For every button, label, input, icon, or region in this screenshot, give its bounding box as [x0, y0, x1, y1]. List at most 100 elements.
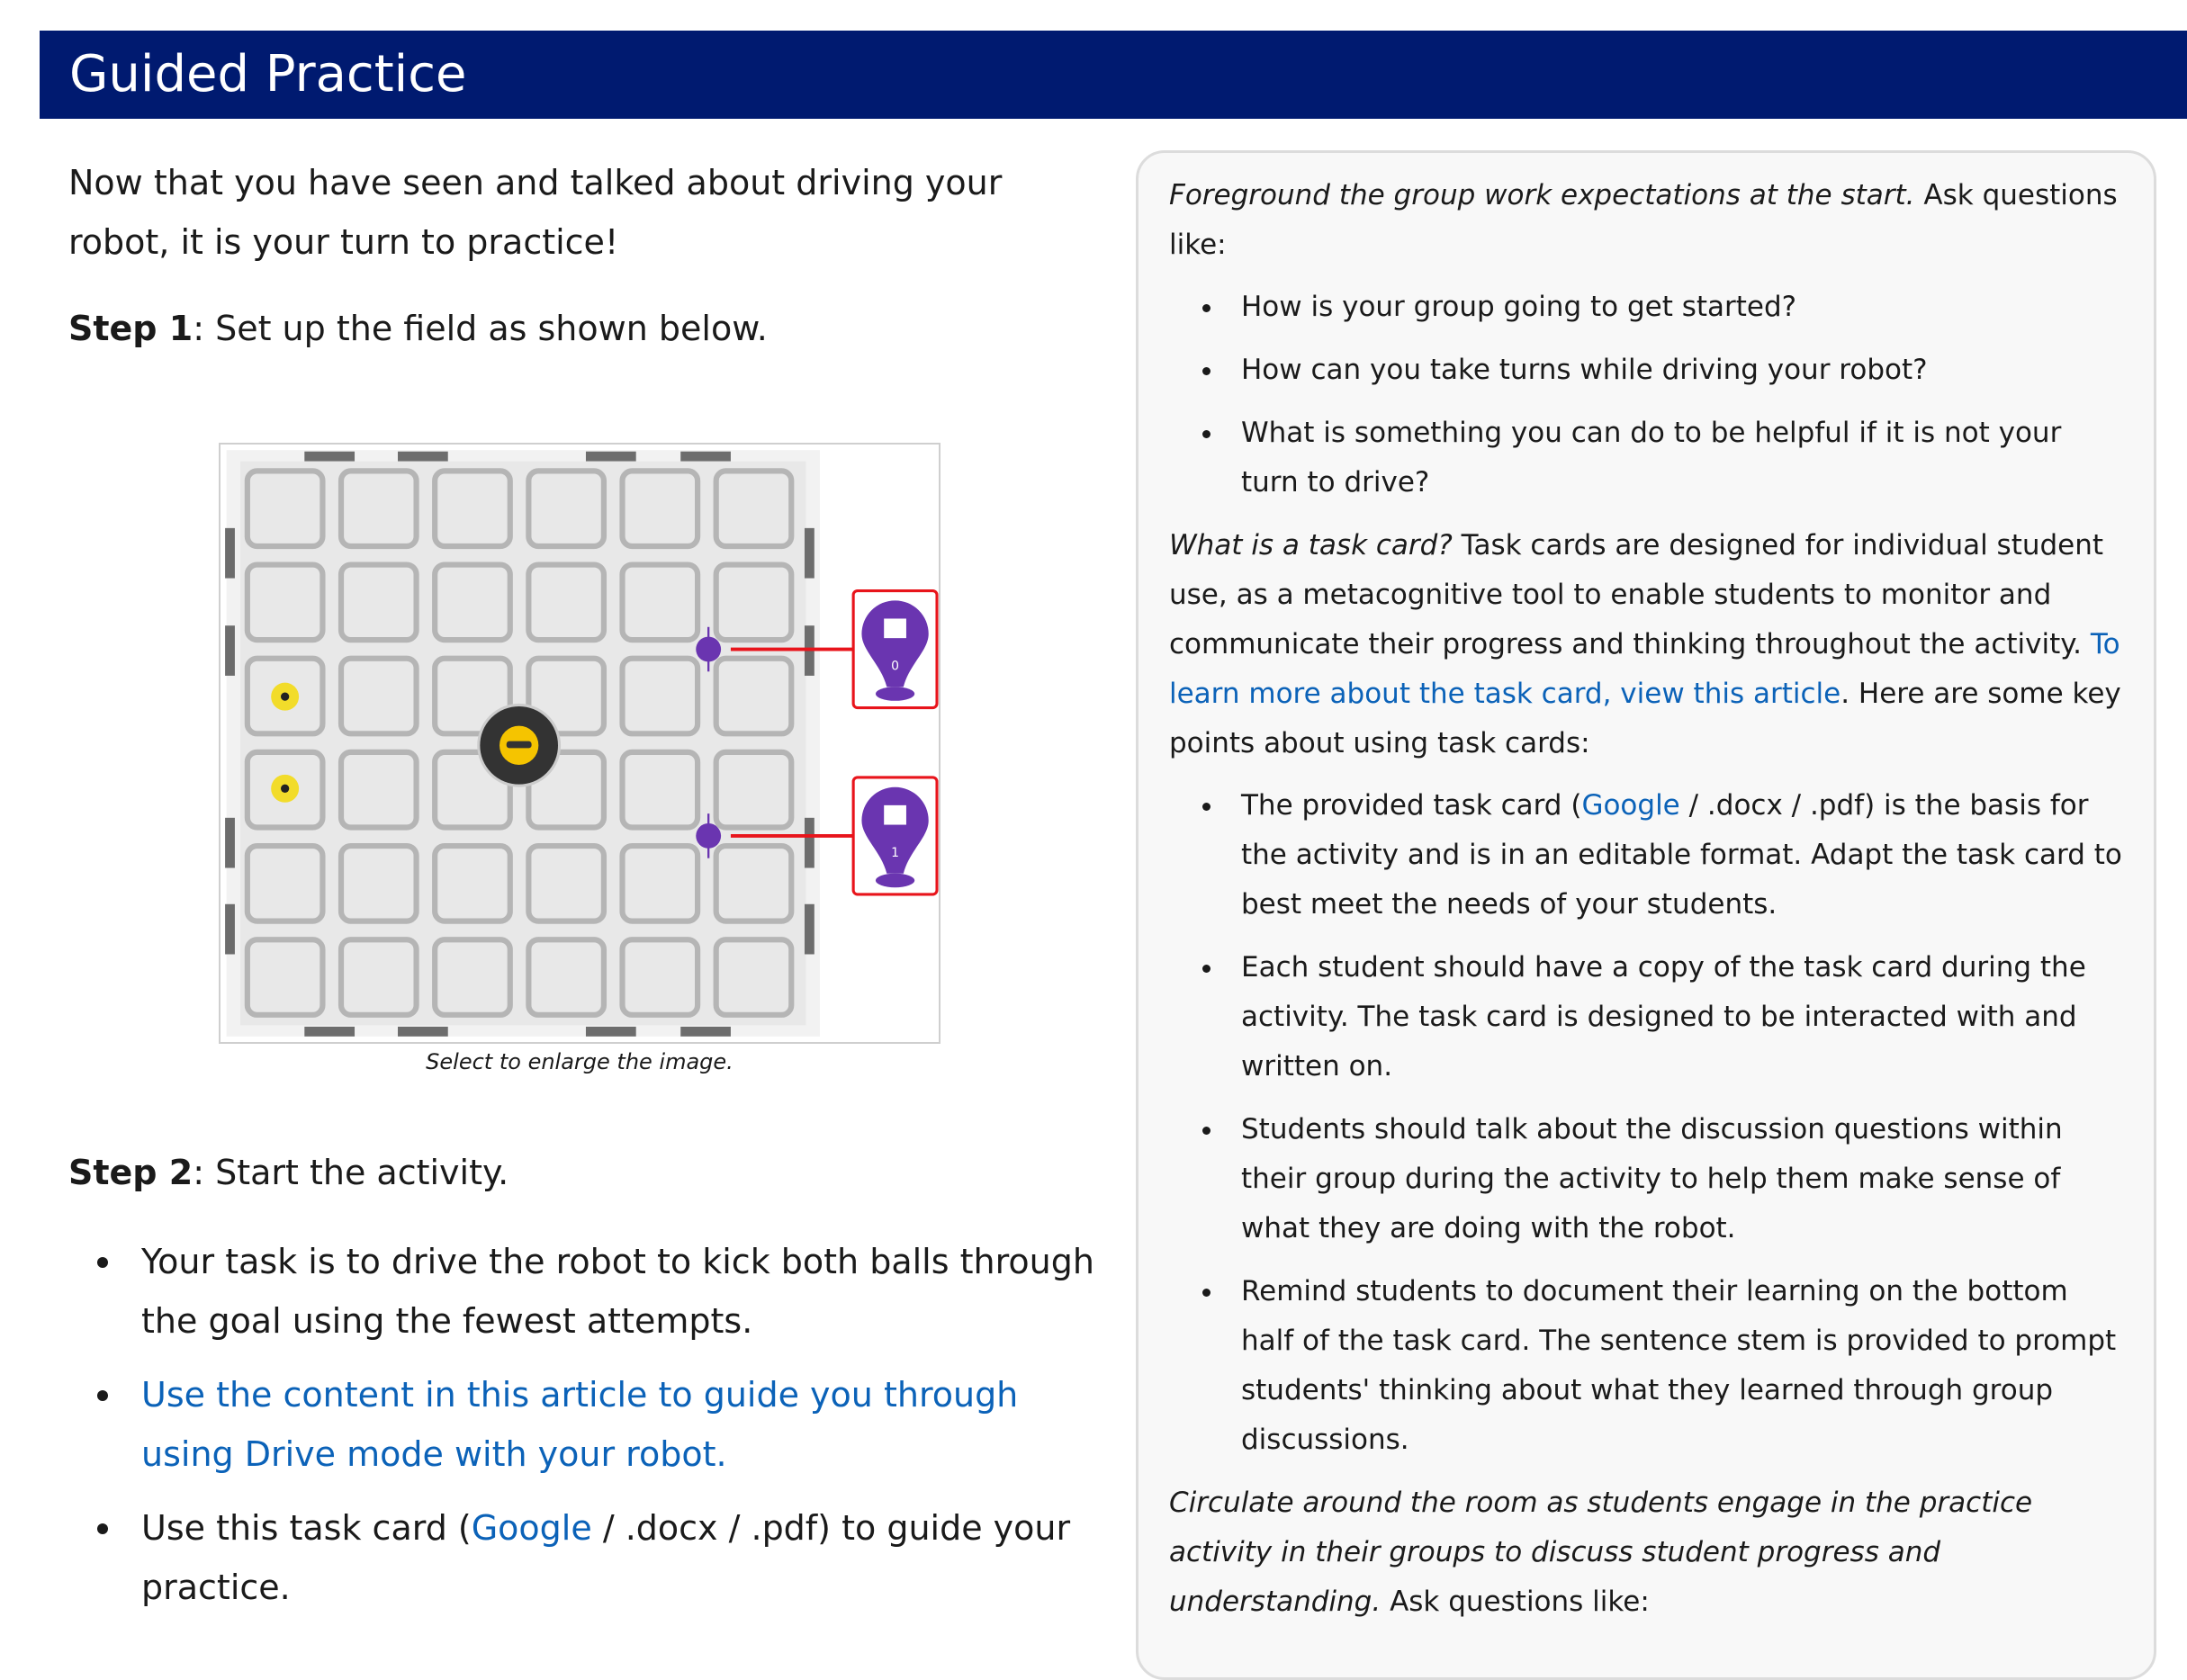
google-task-card-link[interactable]: Google [1581, 789, 1680, 822]
list-item: Use this task card (Google / .docx / .pd… [68, 1498, 1094, 1617]
text: / .docx / .pdf) is the basis for the act… [1241, 789, 2122, 921]
ball-pattern [281, 784, 290, 793]
wall-strip [680, 1026, 731, 1037]
field-tile [338, 655, 419, 737]
field-tile [619, 561, 701, 643]
field-tile [432, 655, 513, 737]
field-tile [713, 749, 795, 831]
text: / .docx / .pdf) to guide your practice. [141, 1508, 1071, 1607]
field-tile [526, 749, 608, 831]
text: Task cards are designed for individual s… [1169, 529, 2104, 660]
wall-strip [304, 451, 356, 462]
field-tile [713, 561, 795, 643]
field-tile [713, 937, 795, 1018]
field-tile [244, 655, 326, 737]
goal-post-icon [696, 822, 722, 849]
field-tile [244, 842, 326, 924]
list-item: How can you take turns while driving you… [1169, 346, 2127, 395]
text: The provided task card ( [1241, 789, 1582, 822]
wall-strip [304, 1026, 356, 1037]
aprilid-marker [884, 804, 906, 825]
field-tile [526, 655, 608, 737]
field-tile [338, 937, 419, 1018]
wall-strip [225, 625, 235, 676]
drive-mode-article-link[interactable]: Use the content in this article to guide… [141, 1375, 1019, 1474]
field-tile [713, 842, 795, 924]
activity-list: Your task is to drive the robot to kick … [68, 1232, 1094, 1631]
step-2: Step 2: Start the activity. [68, 1143, 508, 1202]
text: Use this task card ( [141, 1508, 472, 1548]
wall-strip [585, 451, 636, 462]
field-tile [338, 749, 419, 831]
step-1-label: Step 1 [68, 309, 194, 348]
question-list: How is your group going to get started? … [1169, 283, 2127, 508]
emphasis: Foreground the group work expectations a… [1169, 179, 1915, 211]
wall-strip [225, 903, 235, 955]
field-tile [338, 842, 419, 924]
field-tile [244, 561, 326, 643]
field-tile [432, 842, 513, 924]
goal-post-icon [696, 636, 722, 662]
goal-post-enlarged-icon [861, 600, 929, 687]
wall-strip [804, 527, 814, 579]
field-tile [244, 468, 326, 550]
list-item: What is something you can do to be helpf… [1169, 409, 2127, 508]
field-tile [526, 561, 608, 643]
text: Ask questions like: [1169, 179, 2118, 261]
post-number-label: 0 [891, 660, 899, 674]
field-tile [526, 842, 608, 924]
instructions: Now that you have seen and talked about … [68, 153, 1094, 358]
field-tile [432, 749, 513, 831]
step-2-text: : Start the activity. [193, 1153, 509, 1192]
field-tile [432, 937, 513, 1018]
task-card-points: The provided task card (Google / .docx /… [1169, 781, 2127, 1465]
field-tile [713, 468, 795, 550]
wall-strip [225, 817, 235, 868]
field-tile [432, 468, 513, 550]
wall-strip [585, 1026, 636, 1037]
list-item: How is your group going to get started? [1169, 283, 2127, 332]
field-tile [619, 749, 701, 831]
field-tile [619, 655, 701, 737]
field-tile [432, 561, 513, 643]
field-tile [526, 937, 608, 1018]
field-tile [244, 749, 326, 831]
text: Ask questions like: [1381, 1586, 1650, 1618]
notes-paragraph: What is a task card? Task cards are desi… [1169, 521, 2127, 768]
list-item: The provided task card (Google / .docx /… [1169, 781, 2127, 930]
field-tile [619, 842, 701, 924]
wall-strip [804, 903, 814, 955]
post-base [875, 687, 915, 701]
step-2-label: Step 2 [68, 1153, 194, 1192]
field-tile [244, 937, 326, 1018]
google-task-card-link[interactable]: Google [471, 1508, 592, 1548]
field-tile [619, 937, 701, 1018]
goal-post-enlarged-icon [861, 786, 929, 874]
list-item: Each student should have a copy of the t… [1169, 943, 2127, 1092]
ball-pattern [281, 692, 290, 701]
task-card-article-link[interactable]: To learn more about the task card, view … [1169, 628, 2120, 710]
field-tile [526, 468, 608, 550]
field-tile [619, 468, 701, 550]
wall-strip [680, 451, 731, 462]
post-number-label: 1 [891, 846, 899, 860]
section-title: Guided Practice [69, 45, 467, 103]
wall-strip [398, 1026, 448, 1037]
list-item: Use the content in this article to guide… [68, 1365, 1094, 1484]
intro-text: Now that you have seen and talked about … [68, 163, 1003, 262]
field-tile [338, 561, 419, 643]
list-item: Remind students to document their learni… [1169, 1267, 2127, 1465]
emphasis: What is a task card? [1169, 529, 1453, 561]
aprilid-marker [884, 618, 906, 639]
post-base [875, 873, 915, 888]
wall-strip [225, 527, 235, 579]
emphasis: Circulate around the room as students en… [1169, 1487, 2033, 1618]
teacher-notes-panel: Foreground the group work expectations a… [1136, 150, 2156, 1680]
notes-paragraph: Foreground the group work expectations a… [1169, 171, 2127, 270]
list-item: Students should talk about the discussio… [1169, 1105, 2127, 1253]
wall-strip [804, 817, 814, 868]
notes-paragraph: Circulate around the room as students en… [1169, 1478, 2127, 1627]
list-item: Your task is to drive the robot to kick … [68, 1232, 1094, 1351]
step-1-text: : Set up the field as shown below. [193, 309, 768, 348]
